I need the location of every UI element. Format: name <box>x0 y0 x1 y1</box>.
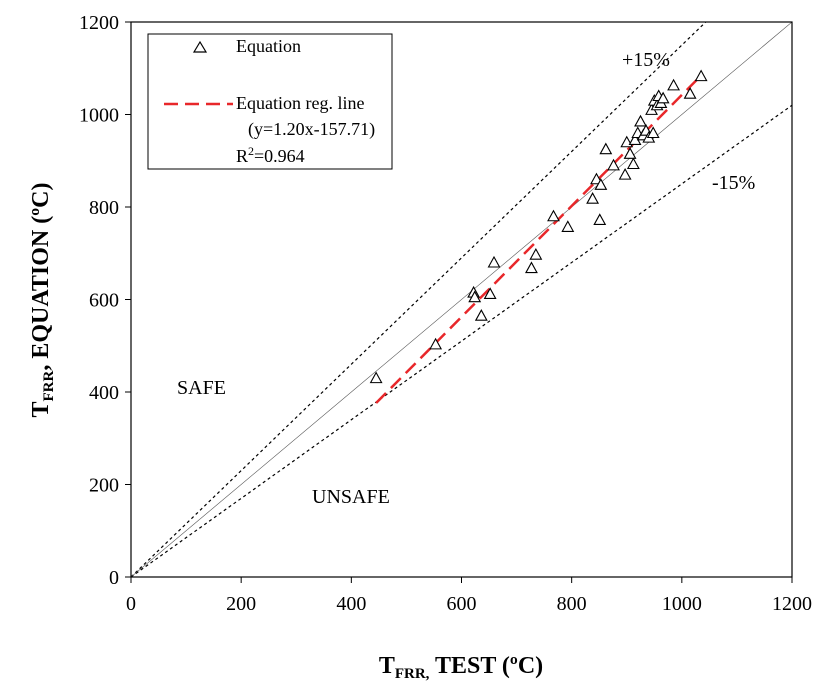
x-tick-label: 800 <box>557 593 587 615</box>
y-tick-label: 200 <box>89 475 119 497</box>
data-point <box>656 91 670 104</box>
legend-box <box>147 33 393 170</box>
reference-lines <box>131 22 792 577</box>
data-point <box>483 287 497 299</box>
x-tick-label: 600 <box>447 593 477 615</box>
x-tick-label: 400 <box>336 593 366 615</box>
data-point <box>547 209 560 222</box>
y-tick-label: 0 <box>109 567 119 589</box>
annotation-safe: SAFE <box>177 377 226 399</box>
data-point <box>468 290 482 303</box>
x-tick-label: 1200 <box>772 593 812 615</box>
y-tick-label: 1200 <box>79 12 119 34</box>
annotation-plus-15: +15% <box>622 49 670 71</box>
data-point <box>646 126 660 139</box>
data-point <box>529 247 543 260</box>
data-point <box>586 192 600 204</box>
y-tick-label: 400 <box>89 382 119 404</box>
reference-line-1 <box>131 104 792 577</box>
annotation-minus-15: -15% <box>712 172 755 194</box>
x-axis-ticks: 0 200 400 600 800 1000 1200 <box>126 577 812 615</box>
y-tick-label: 800 <box>89 197 119 219</box>
data-point <box>618 167 632 180</box>
regression-line <box>375 74 702 404</box>
data-point <box>634 114 647 127</box>
data-point <box>683 87 697 99</box>
equality-line <box>131 22 792 577</box>
annotation-unsafe: UNSAFE <box>312 486 390 508</box>
data-point <box>474 309 488 321</box>
data-point <box>694 69 708 82</box>
x-axis-title: TFRR, TEST (ºC) <box>379 653 543 682</box>
data-point <box>594 178 608 190</box>
data-point <box>599 142 613 155</box>
data-point <box>525 261 538 274</box>
regression-line-group <box>375 74 702 404</box>
data-point <box>429 337 443 350</box>
data-point <box>607 158 620 171</box>
legend-label-regression: Equation reg. line <box>236 93 364 113</box>
legend-regression-equation: (y=1.20x-157.71) <box>248 119 375 140</box>
data-point <box>561 220 575 232</box>
data-point <box>369 371 383 384</box>
data-points <box>369 69 708 384</box>
legend: Equation Equation reg. line (y=1.20x-157… <box>147 33 393 170</box>
data-point <box>593 213 607 225</box>
x-tick-label: 200 <box>226 593 256 615</box>
y-axis-title: TFRR, EQUATION (ºC) <box>28 183 57 418</box>
legend-triangle-marker <box>192 40 208 53</box>
x-tick-label: 1000 <box>662 593 702 615</box>
legend-r-squared: R2=0.964 <box>236 144 305 166</box>
legend-label-equation: Equation <box>236 36 301 56</box>
data-point <box>623 147 637 159</box>
y-tick-label: 1000 <box>79 105 119 127</box>
data-point <box>667 78 681 91</box>
data-point <box>626 157 640 170</box>
x-tick-label: 0 <box>126 593 136 615</box>
y-axis-ticks: 0 200 400 600 800 1000 1200 <box>79 12 131 589</box>
y-tick-label: 600 <box>89 290 119 312</box>
data-point <box>487 255 501 268</box>
